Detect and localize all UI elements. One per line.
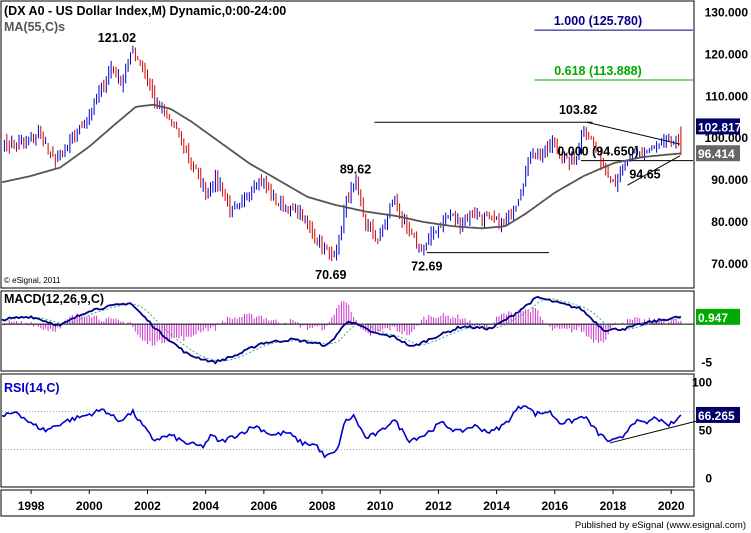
macd-axis-tick: -5 xyxy=(701,355,712,369)
value-tag-text: 102.817 xyxy=(698,120,742,134)
macd-line xyxy=(1,295,682,365)
copyright-label: © eSignal, 2011 xyxy=(4,276,61,285)
macd-title: MACD(12,26,9,C) xyxy=(4,292,104,306)
fib-level-label: 0.000 (94.650) xyxy=(557,145,638,159)
rsi-axis-tick: 50 xyxy=(699,424,713,438)
value-tag-text: 96.414 xyxy=(698,147,735,161)
price-panel-frame xyxy=(0,0,695,289)
x-axis-tick-label: 2016 xyxy=(541,499,568,513)
peak-label: 89.62 xyxy=(340,163,371,177)
x-axis-tick-label: 2002 xyxy=(134,499,161,513)
value-tag-text: 0.947 xyxy=(698,311,728,325)
price-axis-tick: 100.000 xyxy=(705,131,749,145)
rsi-title: RSI(14,C) xyxy=(4,381,60,395)
x-axis-tick-label: 2004 xyxy=(192,499,219,513)
value-tag-box xyxy=(696,145,740,162)
fib-level-label: 0.618 (113.888) xyxy=(554,64,642,78)
x-axis-tick-label: 2018 xyxy=(600,499,627,513)
x-axis-tick-label: 2006 xyxy=(251,499,278,513)
rsi-panel-frame xyxy=(0,373,695,488)
value-tag-box xyxy=(696,118,740,135)
rsi-axis-tick: 100 xyxy=(692,376,712,390)
x-axis-tick-label: 2000 xyxy=(76,499,103,513)
price-axis-tick: 130.000 xyxy=(705,5,749,19)
rsi-axis-tick: 0 xyxy=(705,471,712,485)
value-tag-box xyxy=(696,406,740,423)
x-axis-tick-label: 2008 xyxy=(309,499,336,513)
price-title: (DX A0 - US Dollar Index,M) Dynamic,0:00… xyxy=(4,4,286,18)
price-axis-tick: 120.000 xyxy=(705,47,749,61)
ma-55-line xyxy=(1,103,682,230)
x-axis-tick-label: 2012 xyxy=(425,499,452,513)
peak-label: 94.65 xyxy=(629,168,660,182)
value-tag-box xyxy=(696,308,740,325)
price-axis-tick: 70.000 xyxy=(711,257,748,271)
price-axis-tick: 110.000 xyxy=(705,89,748,103)
ma-legend: MA(55,C)s xyxy=(4,20,65,34)
x-axis-tick-label: 1998 xyxy=(18,499,45,513)
value-tag-text: 66.265 xyxy=(698,409,735,423)
price-axis-tick: 90.000 xyxy=(711,173,748,187)
peak-label: 103.82 xyxy=(559,103,597,117)
macd-signal-line xyxy=(1,298,682,362)
footer-published: Published by eSignal (www.esignal.com) xyxy=(575,520,746,531)
price-axis-tick: 80.000 xyxy=(711,215,748,229)
peak-label: 70.69 xyxy=(315,268,346,282)
x-axis-tick-label: 2020 xyxy=(658,499,685,513)
peak-label: 72.69 xyxy=(411,260,442,274)
peak-label: 121.02 xyxy=(98,31,136,45)
macd-panel-frame xyxy=(0,290,695,372)
rsi-line xyxy=(1,405,682,459)
x-axis-tick-label: 2010 xyxy=(367,499,394,513)
x-axis-tick-label: 2014 xyxy=(483,499,510,513)
fib-level-label: 1.000 (125.780) xyxy=(554,14,642,28)
x-axis-frame xyxy=(0,489,695,517)
